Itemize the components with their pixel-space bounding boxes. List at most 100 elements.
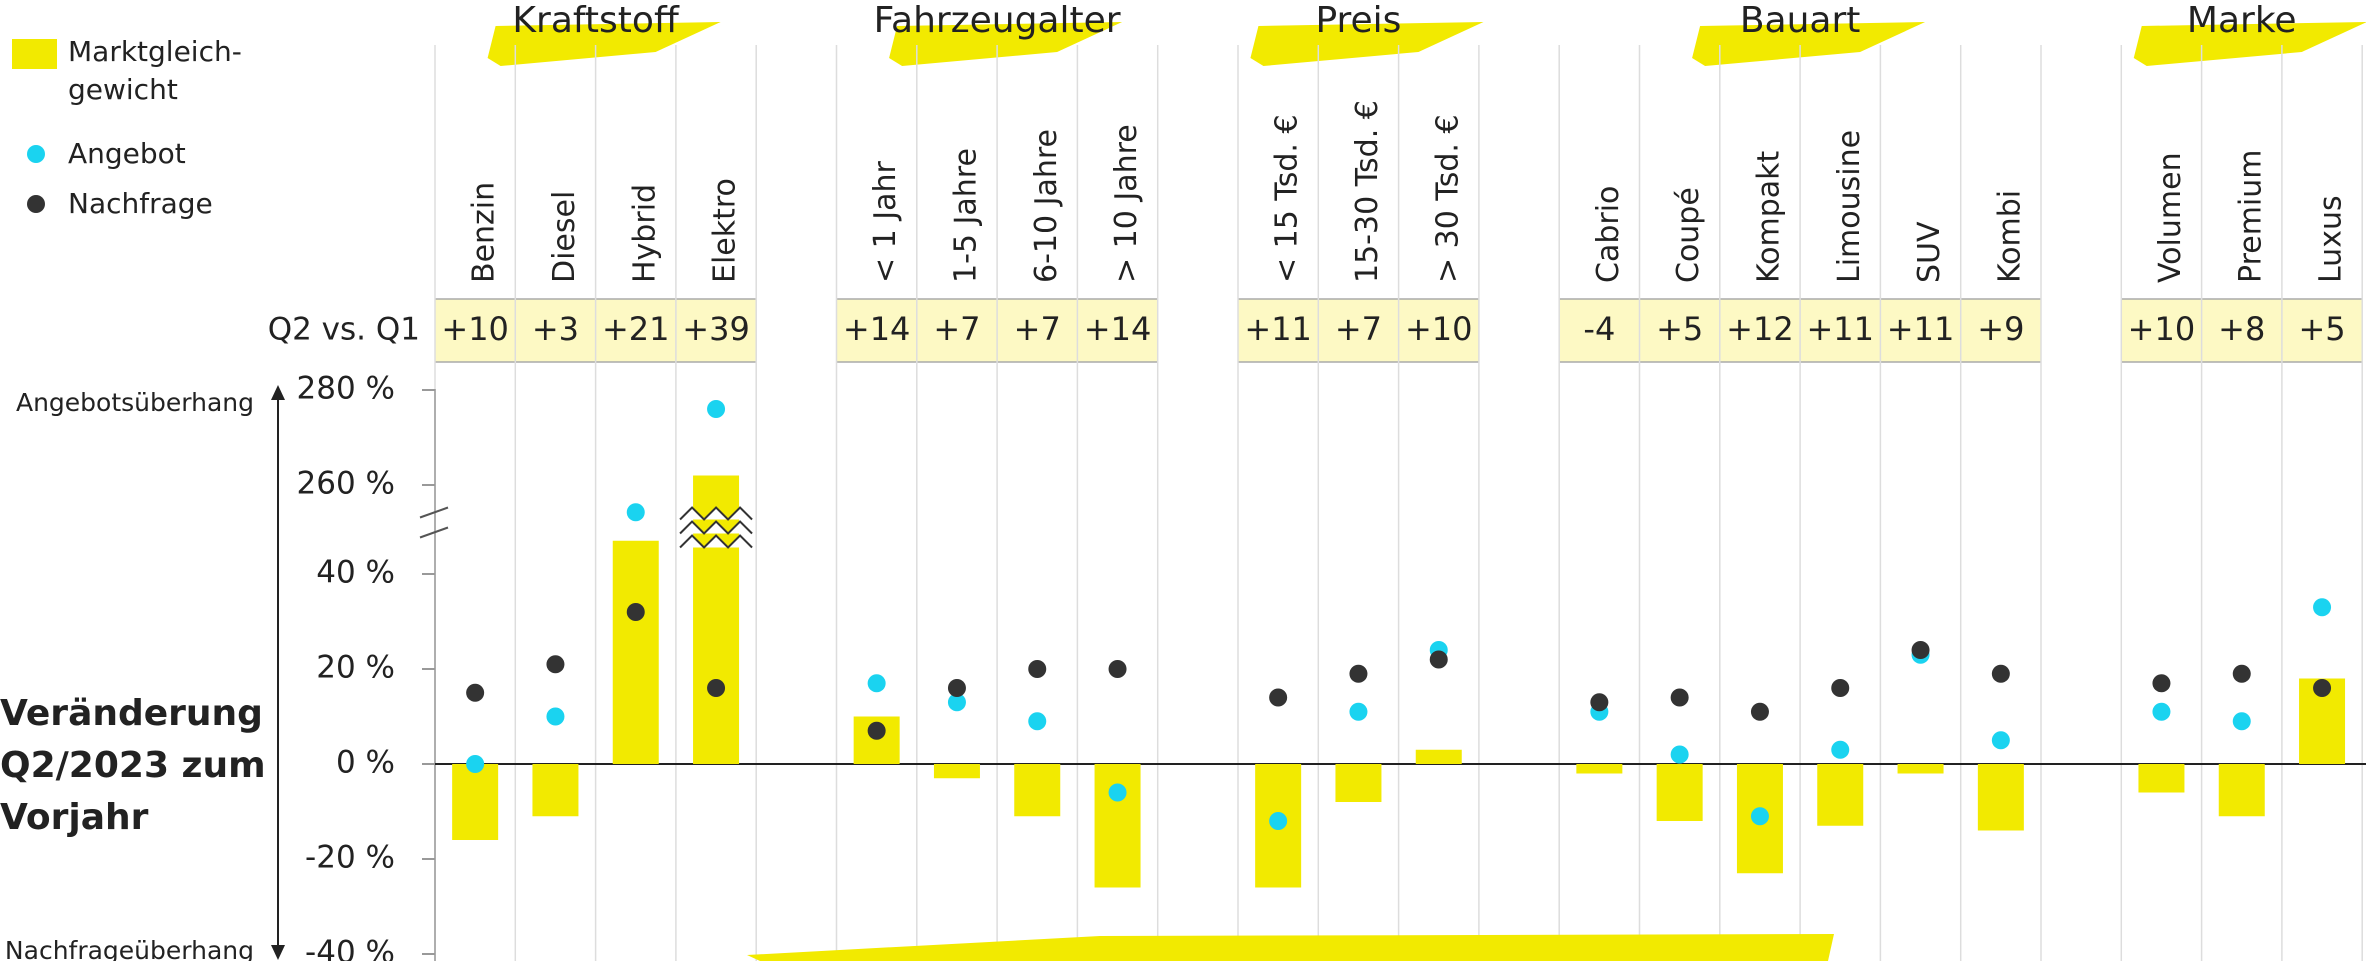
dot bbox=[2232, 664, 2251, 683]
y-axis-label: Angebotsüberhang bbox=[16, 388, 254, 417]
change-value: +9 bbox=[1977, 310, 2024, 348]
y-tick-label: 280 % bbox=[297, 371, 395, 407]
dot bbox=[626, 603, 645, 621]
change-band bbox=[1238, 299, 1479, 362]
bar bbox=[1977, 764, 2024, 831]
dot bbox=[1670, 688, 1689, 707]
dot bbox=[1991, 664, 2010, 683]
dot bbox=[2232, 712, 2251, 731]
dot bbox=[867, 721, 886, 740]
category-label: Hybrid bbox=[627, 184, 662, 283]
dot bbox=[867, 674, 886, 693]
bar bbox=[612, 540, 659, 764]
bar bbox=[532, 764, 579, 817]
dot bbox=[1028, 660, 1047, 678]
dot bbox=[707, 400, 726, 418]
change-value: +5 bbox=[2298, 310, 2345, 348]
category-label: Kompakt bbox=[1751, 150, 1786, 283]
category-label: Benzin bbox=[467, 182, 502, 283]
dot bbox=[2152, 674, 2171, 693]
title-brush bbox=[1692, 22, 1926, 66]
dot bbox=[466, 683, 485, 702]
dot bbox=[1028, 712, 1047, 731]
change-value: +11 bbox=[1806, 310, 1874, 348]
bar bbox=[1576, 764, 1623, 774]
dot bbox=[1590, 693, 1609, 712]
category-label: SUV bbox=[1912, 221, 1947, 283]
dot bbox=[1429, 650, 1448, 669]
bar bbox=[1014, 764, 1061, 817]
category-label: Diesel bbox=[547, 191, 582, 283]
change-value: +21 bbox=[602, 310, 670, 348]
dot bbox=[707, 679, 726, 697]
dot bbox=[947, 693, 966, 712]
bar bbox=[1897, 764, 1944, 774]
bar bbox=[452, 764, 499, 840]
category-label: < 1 Jahr bbox=[868, 160, 903, 283]
axis-arrow bbox=[271, 945, 285, 960]
legend-marker bbox=[27, 195, 45, 213]
bottom-brush bbox=[747, 934, 1834, 961]
bar bbox=[1656, 764, 1703, 821]
title-brush bbox=[889, 22, 1123, 66]
category-label: > 10 Jahre bbox=[1109, 124, 1144, 283]
category-label: Limousine bbox=[1832, 130, 1867, 283]
axis-break bbox=[419, 506, 449, 519]
change-value: +10 bbox=[2128, 310, 2196, 348]
change-value: +8 bbox=[2218, 310, 2265, 348]
dot bbox=[546, 707, 565, 726]
legend-label: Marktgleich-gewicht bbox=[68, 35, 242, 106]
axis-break bbox=[419, 526, 449, 539]
group-title: Preis bbox=[1315, 0, 1401, 41]
dot bbox=[1108, 660, 1127, 678]
dot bbox=[1750, 807, 1769, 826]
category-label: Elektro bbox=[708, 178, 743, 283]
change-value: +14 bbox=[843, 310, 911, 348]
chart-title: Veränderung Q2/2023 zum Vorjahr bbox=[0, 693, 266, 838]
change-value: +12 bbox=[1726, 310, 1794, 348]
group-title: Kraftstoff bbox=[512, 0, 680, 41]
dot bbox=[1670, 745, 1689, 764]
group-title: Bauart bbox=[1740, 0, 1861, 41]
dot bbox=[1911, 641, 1930, 659]
dot bbox=[1108, 783, 1127, 802]
change-value: +39 bbox=[682, 310, 750, 348]
category-label: 1-5 Jahre bbox=[948, 148, 983, 283]
axis-arrow bbox=[271, 385, 285, 400]
dot bbox=[626, 503, 645, 522]
y-axis-label: Nachfrageüberhang bbox=[5, 936, 254, 961]
category-label: > 30 Tsd. € bbox=[1430, 114, 1465, 283]
y-tick-label: 40 % bbox=[316, 555, 395, 591]
dot bbox=[466, 755, 485, 773]
dot bbox=[1349, 702, 1368, 721]
bar bbox=[1094, 764, 1141, 888]
title-brush bbox=[487, 22, 721, 66]
dot bbox=[2313, 598, 2332, 617]
change-value: +11 bbox=[1887, 310, 1955, 348]
dot bbox=[2313, 679, 2332, 697]
y-tick-label: -40 % bbox=[305, 935, 395, 961]
bar bbox=[2138, 764, 2185, 793]
title-brush bbox=[1250, 22, 1484, 66]
category-label: Kombi bbox=[1992, 190, 2027, 283]
change-label: Q2 vs. Q1 bbox=[268, 312, 420, 348]
category-label: Volumen bbox=[2153, 152, 2188, 283]
change-value: +10 bbox=[1405, 310, 1473, 348]
dot bbox=[2152, 702, 2171, 721]
category-label: Luxus bbox=[2314, 195, 2349, 283]
category-label: Coupé bbox=[1671, 187, 1706, 283]
change-value: -4 bbox=[1583, 310, 1615, 348]
category-label: 15-30 Tsd. € bbox=[1350, 100, 1385, 283]
y-tick-label: 20 % bbox=[316, 650, 395, 686]
dot bbox=[1349, 664, 1368, 683]
change-value: +3 bbox=[532, 310, 579, 348]
y-tick-label: 0 % bbox=[336, 745, 395, 781]
dot bbox=[1831, 740, 1850, 759]
dot bbox=[1831, 679, 1850, 697]
category-label: 6-10 Jahre bbox=[1029, 129, 1064, 283]
y-tick-label: -20 % bbox=[305, 840, 395, 876]
category-label: < 15 Tsd. € bbox=[1270, 114, 1305, 283]
dot bbox=[1269, 812, 1288, 830]
dot bbox=[546, 655, 565, 674]
